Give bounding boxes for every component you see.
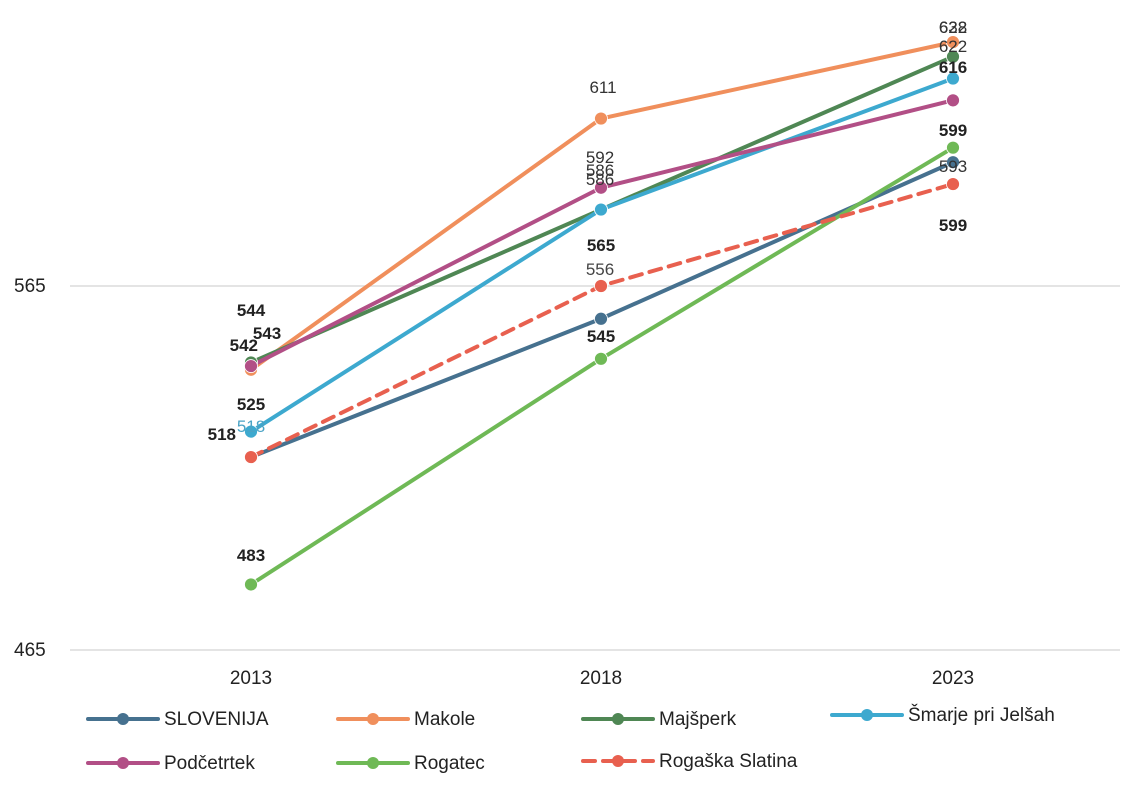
legend-marker — [861, 709, 873, 721]
data-label: 586 — [586, 170, 614, 189]
data-label: 622 — [939, 37, 967, 56]
data-point — [594, 111, 608, 126]
legend-marker — [117, 757, 129, 769]
data-label: 543 — [253, 324, 281, 343]
data-label: 599 — [939, 216, 967, 235]
data-label: 525 — [237, 395, 265, 414]
data-point — [946, 71, 960, 86]
legend-marker — [367, 757, 379, 769]
legend-label: Makole — [414, 709, 475, 730]
data-point — [594, 351, 608, 366]
data-point — [594, 311, 608, 326]
legend-label: Rogatec — [414, 753, 485, 774]
data-point — [946, 49, 960, 64]
legend-label: Podčetrtek — [164, 753, 255, 774]
data-point — [946, 93, 960, 108]
legend-marker — [612, 755, 624, 767]
data-label: 628 — [939, 18, 967, 37]
data-point — [594, 279, 608, 293]
legend-label: SLOVENIJA — [164, 709, 269, 730]
data-label: 518 — [208, 425, 236, 444]
data-point — [946, 155, 960, 170]
data-label: 483 — [237, 546, 265, 565]
series-line — [249, 76, 955, 434]
y-tick-label: 565 — [14, 276, 46, 297]
data-point — [244, 424, 258, 439]
x-tick-label: 2018 — [580, 668, 622, 689]
legend-label: Majšperk — [659, 709, 737, 730]
data-label: 545 — [587, 327, 615, 346]
data-label: 556 — [586, 260, 614, 279]
x-tick-label: 2023 — [932, 668, 974, 689]
legend-marker — [117, 713, 129, 725]
data-label: 544 — [237, 301, 266, 320]
data-point — [594, 202, 608, 217]
data-point — [946, 35, 960, 50]
data-label: 586 — [586, 161, 614, 180]
data-label: 592 — [586, 148, 614, 167]
data-point — [946, 140, 960, 155]
y-tick-label: 465 — [14, 640, 46, 661]
data-label: 593 — [939, 157, 967, 176]
data-point — [244, 359, 258, 373]
data-point — [946, 177, 960, 191]
data-label: 518 — [237, 417, 265, 436]
legend-marker — [367, 713, 379, 725]
legend-label: Šmarje pri Jelšah — [908, 704, 1055, 726]
x-tick-label: 2013 — [230, 668, 272, 689]
data-label: 611 — [589, 78, 616, 97]
data-label: 542 — [230, 336, 258, 355]
data-label: 599 — [939, 121, 967, 140]
data-label: 616 — [939, 58, 967, 77]
data-label: 632 — [939, 18, 967, 37]
legend-label: Rogaška Slatina — [659, 751, 798, 772]
data-point — [594, 180, 608, 195]
data-point — [244, 450, 258, 464]
legend-marker — [612, 713, 624, 725]
data-label: 565 — [587, 236, 615, 255]
data-point — [244, 577, 258, 592]
